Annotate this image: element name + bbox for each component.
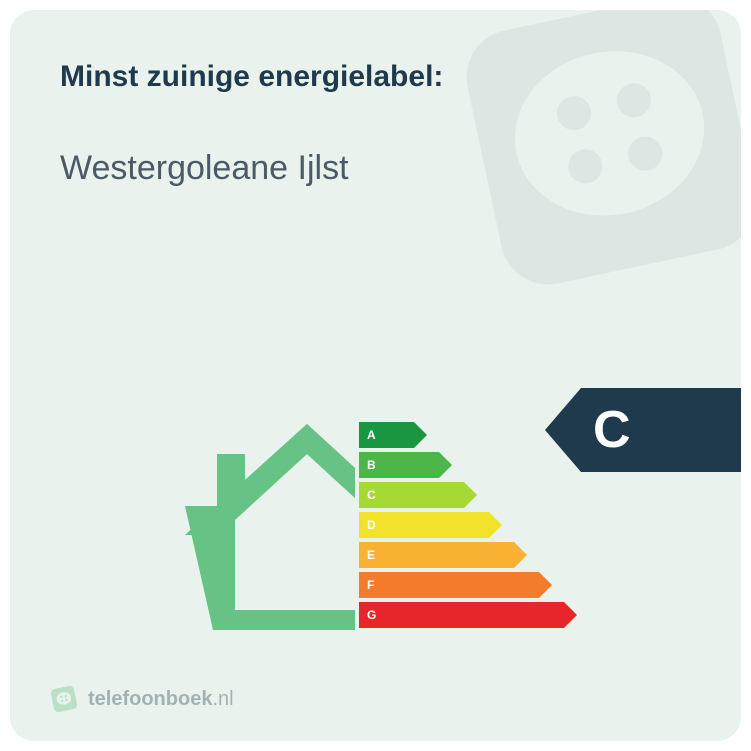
- energy-bar-label: A: [359, 422, 414, 448]
- energy-chart: ABCDEFG: [185, 380, 585, 660]
- energy-bar-label: B: [359, 452, 439, 478]
- energy-label-card: Minst zuinige energielabel: Westergolean…: [10, 10, 741, 741]
- energy-bar-c: C: [359, 482, 577, 508]
- card-title: Minst zuinige energielabel:: [60, 60, 691, 94]
- result-letter: C: [593, 400, 631, 460]
- footer-brand-thin: .nl: [212, 688, 233, 710]
- footer-brand-bold: telefoonboek: [88, 688, 212, 710]
- energy-bar-label: G: [359, 602, 564, 628]
- result-label: C: [545, 388, 741, 472]
- energy-bar-label: F: [359, 572, 539, 598]
- house-icon: [185, 410, 355, 630]
- footer-brand: telefoonboek.nl: [88, 688, 234, 711]
- energy-bar-g: G: [359, 602, 577, 628]
- energy-bar-label: D: [359, 512, 489, 538]
- energy-bar-e: E: [359, 542, 577, 568]
- footer-logo-icon: [50, 685, 78, 713]
- energy-bar-label: E: [359, 542, 514, 568]
- energy-bar-f: F: [359, 572, 577, 598]
- location-name: Westergoleane Ijlst: [60, 149, 691, 188]
- energy-bar-d: D: [359, 512, 577, 538]
- energy-bar-label: C: [359, 482, 464, 508]
- footer: telefoonboek.nl: [50, 685, 234, 713]
